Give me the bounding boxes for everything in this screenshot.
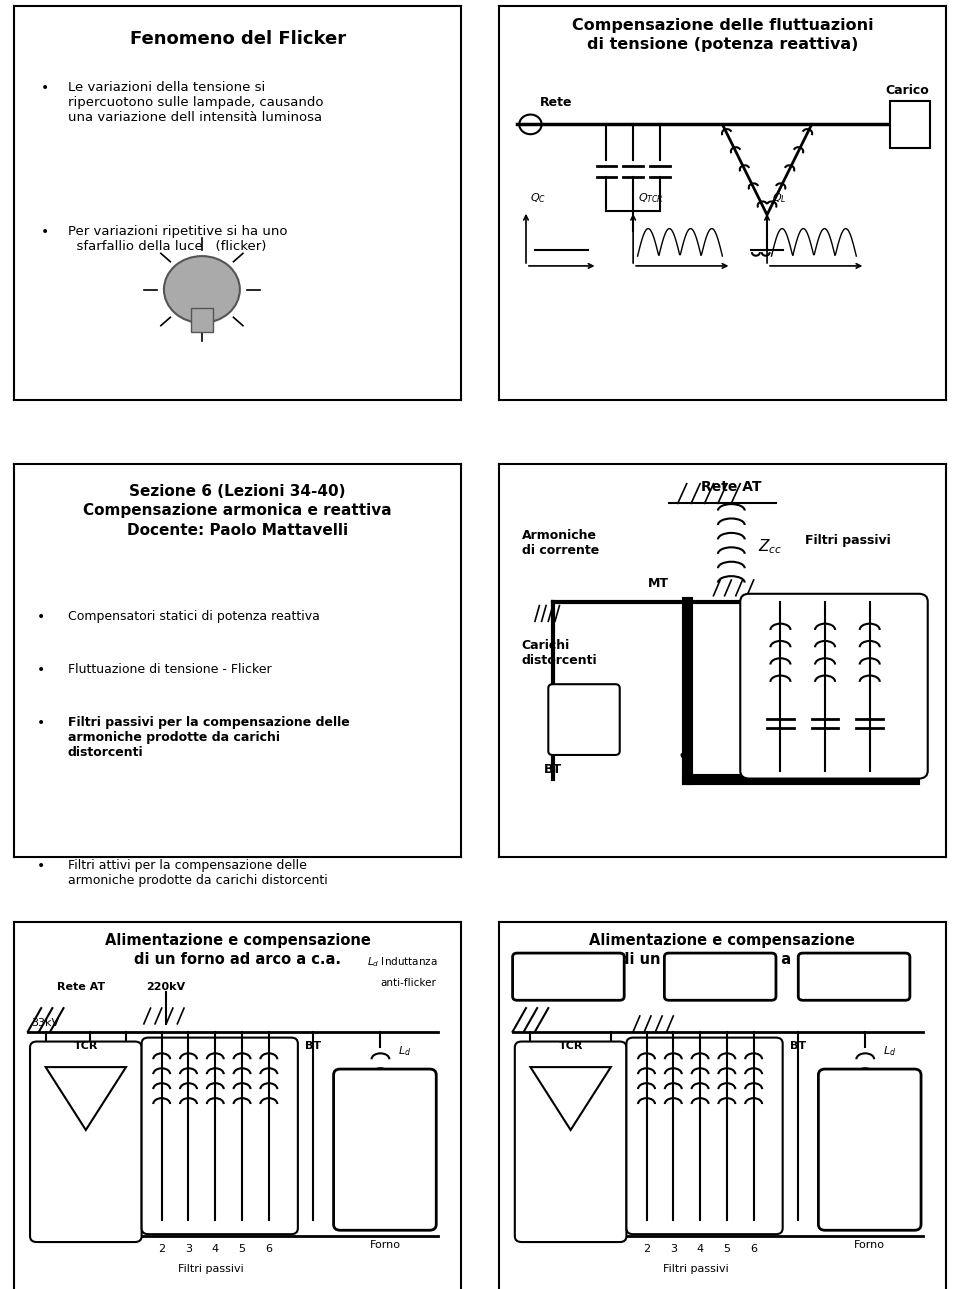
Text: 2: 2 [643,1244,650,1254]
Text: Compensazione delle fluttuazioni
di tensione (potenza reattiva): Compensazione delle fluttuazioni di tens… [571,18,874,52]
Text: $L_d$ Induttanza: $L_d$ Induttanza [367,955,438,969]
Text: Filtri passivi: Filtri passivi [178,1263,244,1274]
Text: ⊥△: ⊥△ [573,713,595,727]
Text: •: • [36,610,45,624]
FancyBboxPatch shape [627,1038,782,1234]
Text: Carico: Carico [886,84,929,97]
FancyBboxPatch shape [142,1038,298,1234]
Text: anti-flicker: anti-flicker [380,978,437,989]
Text: $L_d$: $L_d$ [883,1044,897,1058]
Text: 220kV: 220kV [147,982,185,993]
Text: ~: ~ [527,120,534,129]
Text: •: • [36,860,45,873]
Text: •: • [41,224,49,238]
Text: $Q_{TCR}$: $Q_{TCR}$ [637,191,663,205]
FancyBboxPatch shape [333,1069,436,1230]
Text: •: • [36,715,45,730]
Text: Filtri passivi: Filtri passivi [804,534,890,547]
Text: $Q_C$: $Q_C$ [531,191,546,205]
Text: 5: 5 [239,1244,246,1254]
FancyBboxPatch shape [513,953,624,1000]
Text: Filtri passivi: Filtri passivi [662,1263,729,1274]
Text: Carichi
distorcenti: Carichi distorcenti [521,639,597,666]
Text: Fenomeno del Flicker: Fenomeno del Flicker [130,30,346,48]
Text: •: • [41,81,49,95]
Text: Compensatori statici di potenza reattiva: Compensatori statici di potenza reattiva [68,610,320,623]
Text: BT: BT [790,1042,806,1052]
Text: 4: 4 [697,1244,704,1254]
Text: Alimentazione e compensazione
di un forno ad arco a c.a.: Alimentazione e compensazione di un forn… [105,933,371,967]
FancyBboxPatch shape [890,101,930,148]
Circle shape [164,257,240,324]
Text: Armoniche
di corrente: Armoniche di corrente [521,528,599,557]
Text: MT: MT [648,577,669,590]
FancyBboxPatch shape [548,684,620,755]
Text: BT: BT [543,763,562,776]
Text: Rete AT: Rete AT [58,982,106,993]
Text: TCR: TCR [559,1042,583,1052]
Text: Rete AT: Rete AT [701,480,761,494]
FancyBboxPatch shape [191,308,212,331]
Text: 110MVA: 110MVA [696,971,754,984]
Text: 6: 6 [265,1244,273,1254]
Text: 6: 6 [750,1244,757,1254]
Text: BT: BT [305,1042,322,1052]
FancyBboxPatch shape [515,1042,627,1243]
FancyBboxPatch shape [799,953,910,1000]
Text: Per variazioni ripetitive si ha uno
  sfarfallio della luce   (flicker): Per variazioni ripetitive si ha uno sfar… [68,224,287,253]
Text: Forno: Forno [370,1240,400,1250]
Text: 2: 2 [158,1244,165,1254]
Text: $L_d$: $L_d$ [398,1044,412,1058]
Text: 96MVA: 96MVA [834,971,882,984]
Text: 33kV: 33kV [31,1018,60,1027]
Text: TCR: TCR [74,1042,98,1052]
FancyBboxPatch shape [740,594,927,779]
Text: 5: 5 [724,1244,731,1254]
FancyBboxPatch shape [30,1042,142,1243]
Text: Fluttuazione di tensione - Flicker: Fluttuazione di tensione - Flicker [68,663,272,675]
Text: Forno: Forno [854,1240,885,1250]
Text: 3: 3 [185,1244,192,1254]
Text: 4: 4 [212,1244,219,1254]
Text: 110MVA: 110MVA [544,971,601,984]
Text: Sezione 6 (Lezioni 34-40)
Compensazione armonica e reattiva
Docente: Paolo Matta: Sezione 6 (Lezioni 34-40) Compensazione … [84,483,392,539]
Text: Le variazioni della tensione si
ripercuotono sulle lampade, causando
una variazi: Le variazioni della tensione si ripercuo… [68,81,324,124]
Text: •: • [36,663,45,677]
Text: Alimentazione e compensazione
di un forno ad arco a c.a.: Alimentazione e compensazione di un forn… [589,933,855,967]
Text: Filtri passivi per la compensazione delle
armoniche prodotte da carichi
distorce: Filtri passivi per la compensazione dell… [68,715,349,759]
Text: $Z_{cc}$: $Z_{cc}$ [758,538,782,556]
Text: Rete: Rete [540,95,572,108]
Text: $Q_L$: $Q_L$ [772,191,786,205]
FancyBboxPatch shape [664,953,776,1000]
Text: 3: 3 [670,1244,677,1254]
FancyBboxPatch shape [818,1069,921,1230]
Text: Filtri attivi per la compensazione delle
armoniche prodotte da carichi distorcen: Filtri attivi per la compensazione delle… [68,860,327,887]
